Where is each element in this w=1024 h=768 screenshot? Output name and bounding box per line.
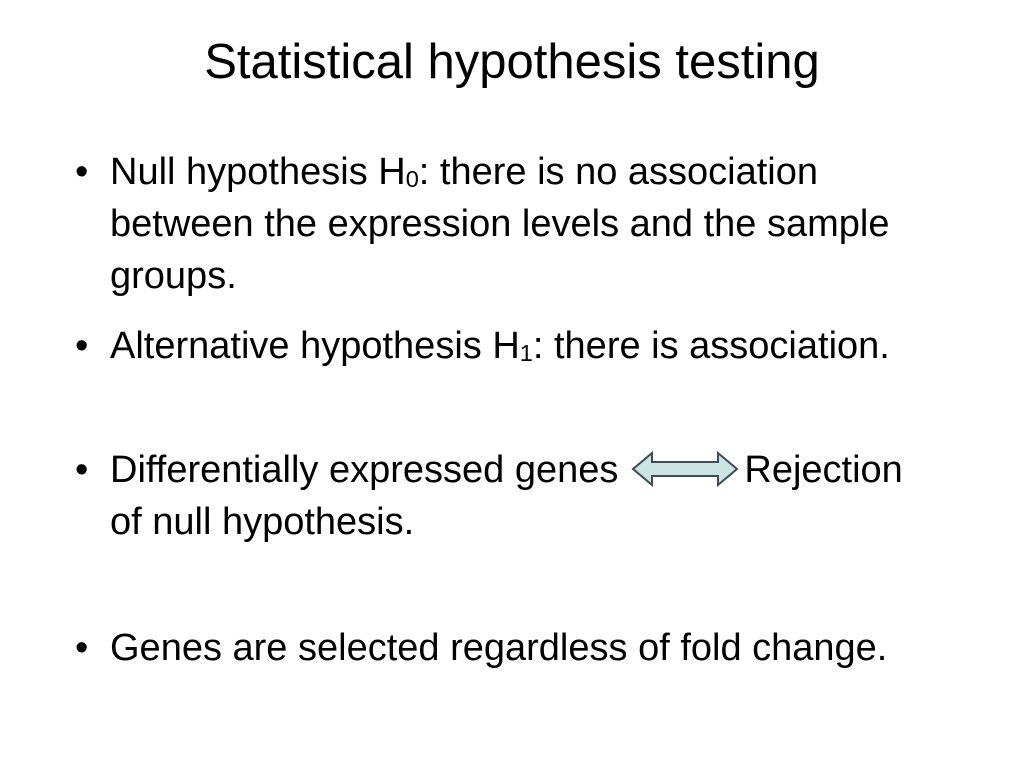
bullet-list: • Null hypothesis H0: there is no associ… [0, 146, 1024, 674]
bullet-icon: • [75, 449, 89, 491]
bullet-icon: • [75, 151, 89, 193]
double-headed-arrow-icon [631, 450, 739, 488]
slide-title: Statistical hypothesis testing [204, 35, 820, 89]
bullet-null-hypothesis: • Null hypothesis H0: there is no associ… [75, 146, 1024, 302]
bullet-icon: • [75, 627, 89, 669]
bullet-text-segment: Alternative hypothesis H [110, 325, 520, 367]
bullet-text-segment: : there is association. [532, 325, 890, 367]
bullet-differentially-expressed-text: Differentially expressed genes Rejection o… [110, 444, 930, 548]
bullet-text-segment: : there is no association between the ex… [110, 151, 890, 297]
bullet-null-hypothesis-text: Null hypothesis H0: there is no associat… [110, 146, 930, 302]
subscript-zero: 0 [405, 166, 419, 193]
bullet-text-segment: Differentially expressed genes [110, 449, 619, 491]
bullet-fold-change: • Genes are selected regardless of fold … [75, 622, 1024, 674]
double-headed-arrow-shape [631, 450, 739, 488]
bullet-fold-change-text: Genes are selected regardless of fold ch… [110, 627, 888, 669]
bullet-icon: • [75, 325, 89, 367]
bullet-text-segment: Null hypothesis H [110, 151, 406, 193]
bullet-alternative-hypothesis: • Alternative hypothesis H1: there is as… [75, 320, 1024, 372]
subscript-one: 1 [519, 340, 533, 367]
bullet-alternative-hypothesis-text: Alternative hypothesis H1: there is asso… [110, 320, 930, 372]
bullet-text-segment: of null hypothesis. [110, 501, 415, 543]
bullet-differentially-expressed: • Differentially expressed genes Rejectio… [75, 444, 1024, 548]
bullet-text-segment: Rejection [744, 449, 903, 491]
